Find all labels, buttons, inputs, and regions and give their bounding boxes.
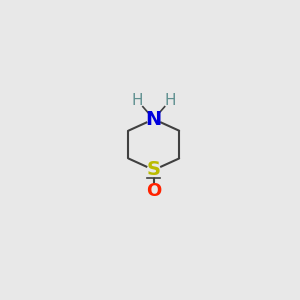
Circle shape: [147, 113, 160, 126]
Circle shape: [164, 94, 176, 107]
Text: S: S: [147, 160, 161, 179]
Circle shape: [147, 184, 160, 197]
Circle shape: [131, 94, 144, 107]
Circle shape: [147, 164, 160, 176]
Text: O: O: [146, 182, 161, 200]
Text: H: H: [164, 93, 176, 108]
Text: H: H: [132, 93, 143, 108]
Text: N: N: [146, 110, 162, 129]
